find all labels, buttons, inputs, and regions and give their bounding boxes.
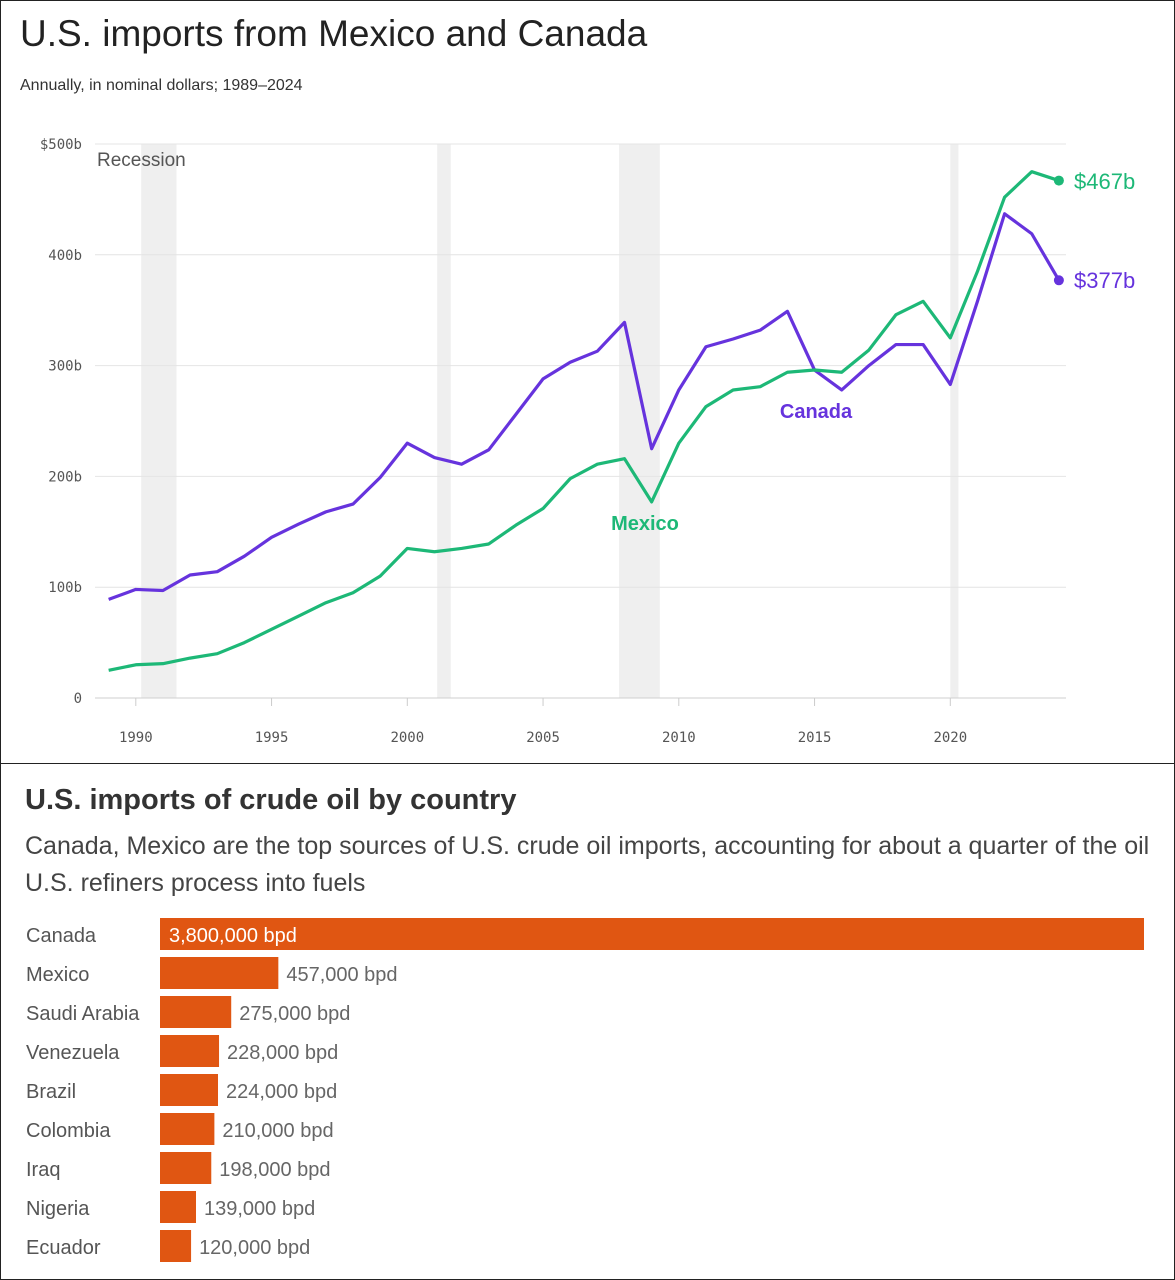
bar	[160, 918, 1144, 950]
bar-category-label: Brazil	[26, 1081, 76, 1103]
bar-category-label: Saudi Arabia	[26, 1003, 140, 1025]
bar-value-label: 224,000 bpd	[226, 1081, 337, 1103]
series-label-canada: Canada	[780, 401, 853, 423]
bar-value-label: 120,000 bpd	[199, 1237, 310, 1259]
series-line-mexico	[108, 170, 1060, 672]
bar	[160, 996, 232, 1028]
recession-band	[619, 144, 660, 698]
x-tick-label: 2015	[798, 730, 832, 746]
chart-subtitle: Canada, Mexico are the top sources of U.…	[25, 832, 1150, 897]
chart-subtitle: Annually, in nominal dollars; 1989–2024	[20, 77, 303, 94]
x-tick-label: 1990	[119, 730, 153, 746]
series-label-mexico: Mexico	[611, 513, 679, 535]
x-tick-label: 2000	[390, 730, 424, 746]
bar-category-label: Nigeria	[26, 1198, 90, 1220]
recession-band	[950, 144, 959, 698]
crude-oil-chart-panel: U.S. imports of crude oil by country Can…	[0, 763, 1175, 1280]
end-point-mexico	[1053, 175, 1064, 186]
bar-category-label: Venezuela	[26, 1042, 120, 1064]
bar-category-label: Mexico	[26, 964, 89, 986]
bar-value-label: 3,800,000 bpd	[169, 925, 297, 947]
bar-value-label: 139,000 bpd	[204, 1198, 315, 1220]
bar-value-label: 198,000 bpd	[219, 1159, 330, 1181]
x-tick-label: 2020	[933, 730, 967, 746]
bar	[160, 1191, 196, 1223]
recession-band	[141, 144, 177, 698]
y-tick-label: 100b	[48, 580, 82, 596]
bar-chart: Canada 3,800,000 bpd Mexico 457,000 bpd Saud…	[26, 918, 1144, 1262]
bar-value-label: 210,000 bpd	[222, 1120, 333, 1142]
imports-chart-panel: U.S. imports from Mexico and Canada Annu…	[0, 0, 1175, 765]
y-tick-label: 200b	[48, 469, 82, 485]
chart-title: U.S. imports of crude oil by country	[25, 784, 517, 816]
recession-label: Recession	[97, 150, 186, 171]
end-label-canada: $377b	[1074, 268, 1135, 293]
y-tick-label: 0	[74, 691, 82, 707]
series-line-canada	[108, 212, 1061, 601]
bar	[160, 1035, 220, 1067]
end-point-canada	[1053, 275, 1064, 286]
x-tick-label: 1995	[255, 730, 289, 746]
bar-value-label: 275,000 bpd	[239, 1003, 350, 1025]
x-tick-label: 2005	[526, 730, 560, 746]
bar-category-label: Ecuador	[26, 1237, 101, 1259]
bar-value-label: 228,000 bpd	[227, 1042, 338, 1064]
chart-title: U.S. imports from Mexico and Canada	[20, 13, 648, 54]
bar-value-label: 457,000 bpd	[286, 964, 397, 986]
bar	[160, 957, 279, 989]
end-label-mexico: $467b	[1074, 169, 1135, 194]
y-tick-label: $500b	[40, 137, 82, 153]
y-tick-label: 300b	[48, 359, 82, 375]
bar-category-label: Colombia	[26, 1120, 111, 1142]
recession-band	[437, 144, 451, 698]
bar-category-label: Iraq	[26, 1159, 60, 1181]
bar	[160, 1074, 219, 1106]
y-tick-label: 400b	[48, 248, 82, 264]
bar	[160, 1230, 192, 1262]
bar-category-label: Canada	[26, 925, 97, 947]
bar	[160, 1152, 212, 1184]
x-tick-label: 2010	[662, 730, 696, 746]
bar	[160, 1113, 215, 1145]
line-chart: $500b 400b 300b 200b 100b 0 1990 1995 2000 2005 2…	[40, 137, 1135, 746]
